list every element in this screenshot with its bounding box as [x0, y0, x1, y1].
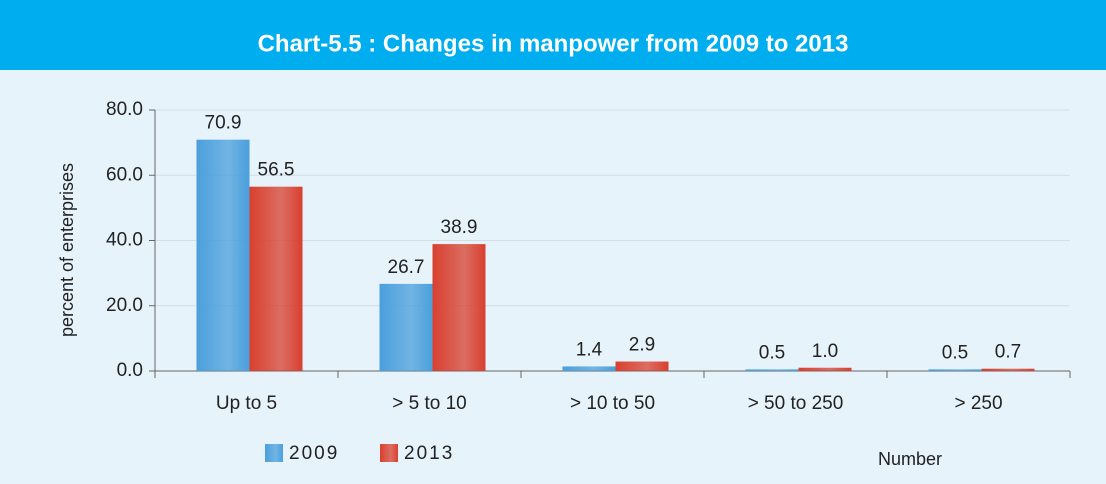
data-label: 0.5 [942, 342, 968, 363]
data-label: 56.5 [258, 160, 295, 181]
x-tick-label: Up to 5 [216, 393, 277, 414]
bar [249, 186, 303, 371]
data-label: 26.7 [388, 257, 425, 278]
bar [745, 369, 799, 371]
data-label: 0.5 [759, 342, 785, 363]
x-tick-label: > 10 to 50 [570, 393, 655, 414]
data-label: 1.0 [812, 341, 838, 362]
bar [981, 368, 1035, 371]
y-axis-label: percent of enterprises [57, 163, 77, 337]
bar [562, 366, 616, 371]
data-label: 38.9 [441, 217, 478, 238]
y-tick-label: 0.0 [117, 360, 143, 381]
legend-label: 2013 [404, 443, 454, 464]
bar [615, 361, 669, 371]
y-tick-label: 80.0 [106, 99, 143, 120]
title-band [0, 0, 1106, 70]
legend-swatch [265, 444, 283, 462]
x-tick-label: > 250 [954, 393, 1002, 414]
data-label: 1.4 [576, 339, 603, 360]
chart-title: Chart-5.5 : Changes in manpower from 200… [258, 30, 849, 57]
bar [798, 367, 852, 371]
bar [196, 139, 250, 371]
y-tick-label: 20.0 [106, 295, 143, 316]
x-tick-label: > 50 to 250 [748, 393, 844, 414]
legend-swatch [380, 444, 398, 462]
bar [379, 283, 433, 371]
data-label: 2.9 [629, 335, 655, 356]
bar [432, 244, 486, 371]
y-tick-label: 60.0 [106, 164, 143, 185]
x-axis-label: Number [878, 449, 942, 469]
bar [928, 369, 982, 371]
x-tick-label: > 5 to 10 [392, 393, 466, 414]
legend-label: 2009 [289, 443, 339, 464]
data-label: 70.9 [205, 113, 242, 134]
y-tick-label: 40.0 [106, 230, 143, 251]
data-label: 0.7 [995, 342, 1021, 363]
